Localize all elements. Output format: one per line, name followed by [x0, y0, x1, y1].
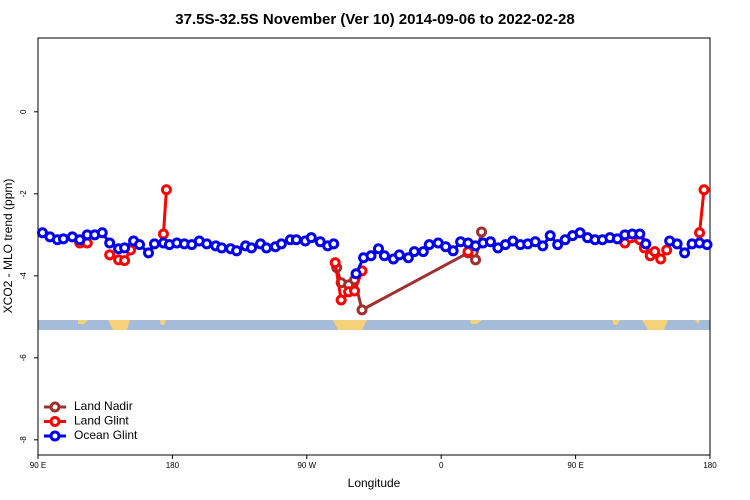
- data-point: [157, 228, 169, 240]
- data-point: [462, 246, 474, 258]
- data-point: [470, 254, 482, 266]
- data-point: [574, 227, 586, 239]
- data-point: [119, 242, 131, 254]
- y-tick-label: 0: [19, 109, 28, 114]
- data-point: [378, 250, 390, 262]
- data-point: [305, 232, 317, 244]
- data-point: [350, 268, 362, 280]
- data-point: [328, 238, 340, 250]
- data-point: [649, 246, 661, 258]
- x-tick-label: 90 W: [297, 461, 316, 470]
- data-point: [329, 257, 341, 269]
- data-point: [671, 238, 683, 250]
- x-tick-label: 180: [703, 461, 717, 470]
- data-point: [160, 184, 172, 196]
- data-point: [104, 237, 116, 249]
- chart-title: 37.5S-32.5S November (Ver 10) 2014-09-06…: [175, 11, 574, 28]
- legend-marker: [49, 430, 61, 442]
- legend-label: Land Glint: [74, 414, 129, 428]
- data-point: [74, 234, 86, 246]
- data-point: [275, 238, 287, 250]
- data-point: [447, 245, 459, 257]
- data-point: [148, 238, 160, 250]
- y-axis-label: XCO2 - MLO trend (ppm): [1, 179, 15, 314]
- data-point: [119, 255, 131, 267]
- y-tick-label: -4: [19, 272, 28, 280]
- data-point: [552, 239, 564, 251]
- data-point: [356, 304, 368, 316]
- data-point: [260, 242, 272, 254]
- data-point: [417, 246, 429, 258]
- data-point: [104, 249, 116, 261]
- legend-label: Ocean Glint: [74, 428, 138, 442]
- data-point: [96, 227, 108, 239]
- data-point: [290, 234, 302, 246]
- data-point: [694, 227, 706, 239]
- data-point: [423, 239, 435, 251]
- data-point: [661, 244, 673, 256]
- data-point: [679, 247, 691, 259]
- data-point: [57, 233, 69, 245]
- data-point: [484, 236, 496, 248]
- map-strip: [38, 320, 710, 330]
- data-point: [143, 247, 155, 259]
- data-point: [544, 230, 556, 242]
- data-point: [201, 238, 213, 250]
- data-point: [134, 239, 146, 251]
- y-tick-label: -2: [19, 190, 28, 198]
- legend-marker: [49, 401, 61, 413]
- data-point: [655, 253, 667, 265]
- data-point: [216, 242, 228, 254]
- y-tick-label: -6: [19, 354, 28, 362]
- data-point: [231, 245, 243, 257]
- data-point: [634, 228, 646, 240]
- y-tick-label: -8: [19, 436, 28, 444]
- data-point: [640, 238, 652, 250]
- data-point: [402, 252, 414, 264]
- data-point: [537, 240, 549, 252]
- legend-marker: [49, 416, 61, 427]
- x-tick-label: 90 E: [567, 461, 583, 470]
- data-point: [698, 184, 710, 196]
- data-point: [701, 239, 713, 251]
- data-point: [393, 249, 405, 261]
- x-tick-label: 0: [439, 461, 444, 470]
- data-point: [476, 226, 488, 238]
- legend-label: Land Nadir: [74, 399, 133, 413]
- x-axis-label: Longitude: [348, 476, 401, 490]
- data-point: [365, 250, 377, 262]
- data-point: [408, 246, 420, 258]
- data-point: [372, 243, 384, 255]
- data-point: [349, 285, 361, 297]
- data-point: [335, 294, 347, 306]
- data-point: [246, 242, 258, 254]
- x-tick-label: 90 E: [30, 461, 46, 470]
- x-tick-label: 180: [166, 461, 180, 470]
